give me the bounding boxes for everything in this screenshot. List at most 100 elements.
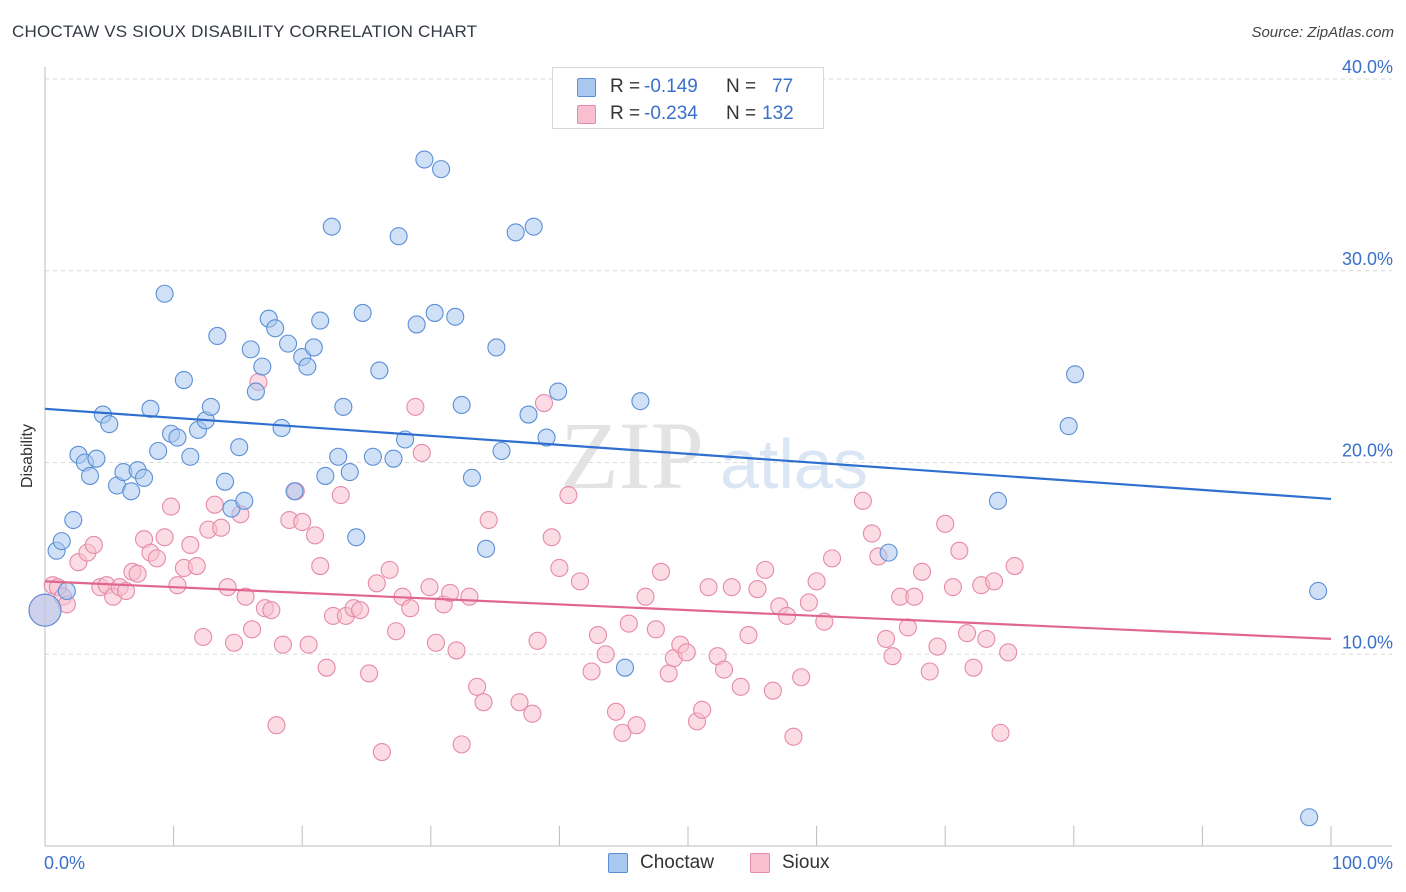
choctaw-point — [988, 491, 1007, 510]
sioux-point — [161, 497, 181, 516]
sioux-point — [187, 556, 206, 576]
choctaw-point — [389, 227, 408, 246]
sioux-point — [699, 578, 718, 597]
choctaw-point — [316, 466, 335, 485]
sioux-point — [212, 518, 231, 537]
r-label: R = — [610, 103, 641, 124]
sioux-point — [128, 564, 147, 583]
sioux-point — [936, 514, 955, 533]
choctaw-point — [201, 397, 220, 416]
sioux-point — [950, 541, 969, 560]
sioux-point — [181, 535, 200, 555]
axes — [44, 67, 1392, 847]
sioux-point — [224, 633, 244, 652]
r-label: R = — [610, 76, 641, 97]
choctaw-point — [415, 150, 434, 169]
sioux-point — [991, 723, 1010, 742]
legend-item-choctaw[interactable]: Choctaw — [608, 852, 714, 874]
x-tick-label: 100.0% — [1332, 853, 1393, 873]
sioux-point — [559, 486, 578, 505]
sioux-point — [550, 558, 569, 578]
legend-label-choctaw: Choctaw — [640, 852, 714, 873]
stats-row-choctaw: R = -0.149 N = 77 — [577, 74, 793, 100]
sioux-point — [262, 601, 281, 620]
sioux-point — [853, 491, 872, 510]
sioux-point — [784, 727, 803, 746]
sioux-point — [351, 601, 370, 620]
sioux-point — [748, 580, 767, 599]
choctaw-point — [266, 319, 285, 338]
choctaw-point — [304, 338, 323, 357]
sioux-point — [236, 587, 255, 606]
sioux-point — [807, 572, 826, 591]
sioux-point — [406, 397, 425, 416]
sioux-point — [155, 528, 174, 547]
choctaw-point — [272, 418, 291, 438]
choctaw-point — [524, 217, 543, 236]
source-label: Source: ZipAtlas.com — [1251, 24, 1394, 41]
sioux-point — [693, 700, 712, 719]
sioux-point — [722, 578, 741, 597]
sioux-point — [380, 560, 399, 579]
choctaw-point — [64, 510, 83, 530]
choctaw-point — [100, 415, 119, 434]
sioux-point — [168, 576, 187, 595]
choctaw-point — [615, 658, 635, 677]
choctaw-point — [425, 303, 444, 322]
sioux-point — [731, 677, 750, 696]
choctaw-swatch — [577, 77, 596, 97]
choctaw-point — [285, 482, 304, 501]
x-tick-label: 0.0% — [44, 853, 85, 873]
choctaw-point — [879, 543, 898, 562]
sioux-point — [510, 693, 529, 712]
stats-legend: R = -0.149 N = 77 R = -0.234 N = 132 — [552, 67, 824, 129]
sioux-point — [273, 635, 292, 654]
choctaw-point — [492, 441, 511, 461]
sioux-point — [883, 647, 902, 666]
n-value: 77 — [772, 76, 794, 97]
sioux-point — [441, 583, 460, 602]
sioux-point — [426, 633, 445, 652]
sioux-point — [299, 635, 318, 654]
sioux-point — [447, 641, 466, 660]
grid-lines — [45, 78, 1392, 655]
legend-item-sioux[interactable]: Sioux — [750, 852, 830, 874]
choctaw-point — [174, 370, 193, 390]
n-label: N = — [726, 76, 757, 97]
sioux-point — [311, 556, 330, 576]
sioux-point — [606, 702, 626, 721]
choctaw-point — [519, 405, 538, 424]
sioux-point — [756, 560, 775, 579]
sioux-point — [84, 535, 103, 555]
choctaw-point — [253, 357, 272, 376]
choctaw-trend-line — [44, 407, 1332, 501]
choctaw-point — [181, 447, 200, 466]
sioux-point — [999, 643, 1018, 662]
choctaw-point — [452, 395, 471, 415]
choctaw-point — [1066, 365, 1085, 384]
sioux-point — [306, 526, 325, 545]
choctaw-point — [549, 382, 568, 401]
choctaw-point — [462, 468, 482, 487]
choctaw-point — [432, 160, 451, 179]
sioux-point — [542, 528, 561, 547]
sioux-point — [147, 549, 166, 568]
choctaw-point — [1300, 808, 1319, 827]
choctaw-point — [477, 539, 496, 558]
choctaw-point — [122, 482, 141, 501]
sioux-point — [943, 578, 962, 597]
choctaw-point — [631, 392, 650, 411]
sioux-point — [920, 662, 939, 681]
series-legend: Choctaw Sioux — [0, 852, 1406, 878]
choctaw-point — [149, 441, 168, 461]
choctaw-point — [353, 303, 372, 322]
sioux-point — [468, 677, 487, 696]
sioux-point — [205, 495, 224, 514]
choctaw-point — [298, 357, 317, 376]
sioux-point — [714, 660, 734, 679]
choctaw-point — [370, 361, 389, 380]
choctaw-point — [52, 532, 71, 551]
sioux-point — [401, 599, 420, 618]
choctaw-point — [347, 528, 366, 547]
